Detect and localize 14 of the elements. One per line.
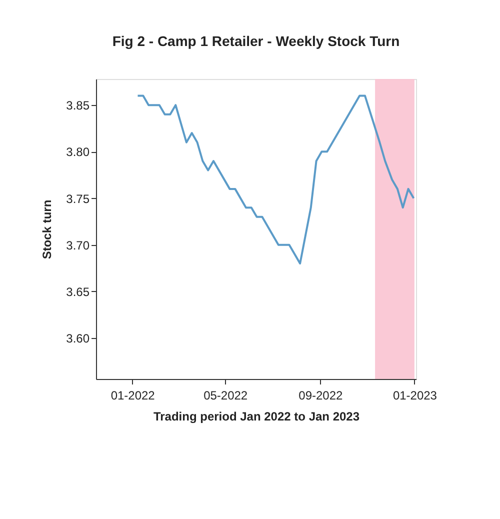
- x-tick-label: 01-2023: [392, 388, 438, 402]
- y-axis-title: Stock turn: [40, 200, 54, 260]
- y-tick-label: 3.70: [66, 238, 90, 252]
- x-tick-label: 05-2022: [204, 388, 248, 402]
- x-tick-label: 01-2022: [110, 388, 156, 402]
- y-tick-label: 3.80: [66, 145, 90, 160]
- y-tick-label: 3.85: [66, 98, 90, 113]
- y-tick-label: 3.75: [66, 192, 90, 206]
- chart-title: Fig 2 - Camp 1 Retailer - Weekly Stock Turn: [112, 33, 400, 49]
- y-tick-label: 3.65: [66, 284, 90, 299]
- x-tick-label: 09-2022: [298, 388, 343, 402]
- line-series: [136, 94, 415, 264]
- x-axis-title: Trading period Jan 2022 to Jan 2023: [153, 410, 360, 424]
- y-tick-label: 3.60: [66, 332, 90, 346]
